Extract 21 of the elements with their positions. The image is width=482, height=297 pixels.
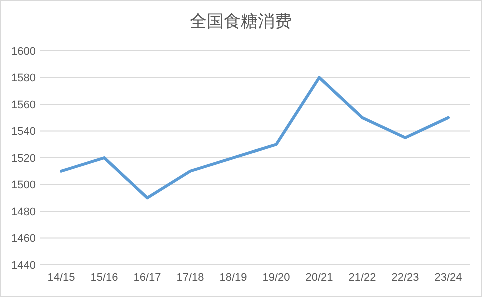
x-tick-label: 18/19	[220, 272, 248, 284]
x-tick-label: 15/16	[90, 272, 118, 284]
x-tick-label: 22/23	[392, 272, 420, 284]
y-tick-label: 1460	[12, 233, 36, 246]
y-tick-label: 1440	[12, 260, 36, 272]
line-series	[60, 76, 450, 200]
y-tick-label: 1480	[12, 206, 36, 218]
y-tick-label: 1500	[12, 180, 36, 192]
y-tick-label: 1600	[12, 46, 36, 58]
y-tick-label: 1580	[12, 72, 36, 85]
x-tick-label: 16/17	[134, 272, 162, 284]
x-tick-label: 17/18	[176, 272, 204, 284]
y-tick-label: 1520	[12, 152, 36, 165]
x-tick-label: 14/15	[48, 272, 76, 284]
chart-title: 全国食糖消费	[190, 12, 292, 31]
x-tick-label: 19/20	[262, 272, 290, 284]
y-tick-label: 1540	[12, 126, 36, 138]
x-tick-label: 20/21	[306, 272, 334, 284]
y-tick-label: 1560	[12, 99, 36, 112]
x-tick-label: 21/22	[348, 272, 376, 284]
x-tick-label: 23/24	[434, 272, 462, 284]
